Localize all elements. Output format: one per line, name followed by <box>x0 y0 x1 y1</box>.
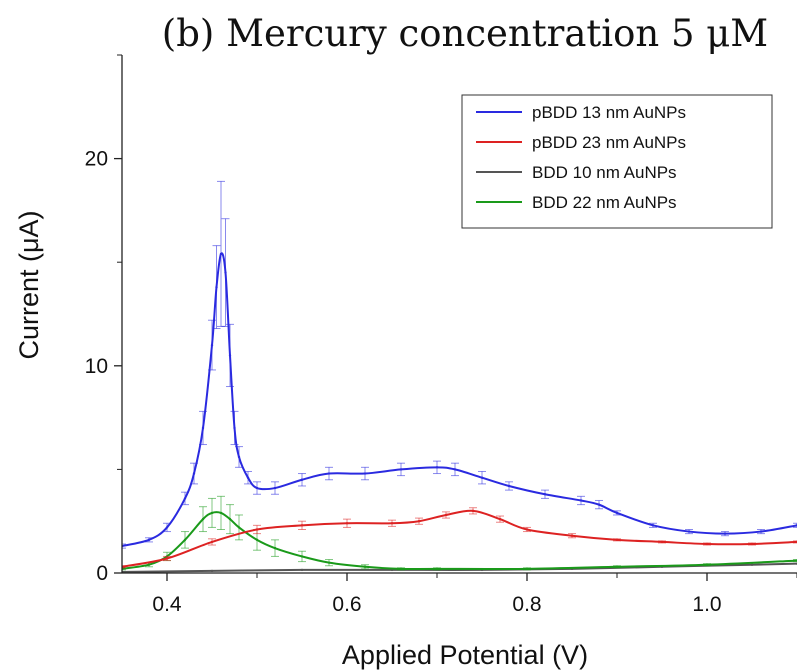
data-point <box>300 478 304 481</box>
legend-label: pBDD 13 nm AuNPs <box>532 103 686 122</box>
data-point <box>399 468 403 471</box>
data-point <box>237 455 241 459</box>
data-point <box>597 503 601 506</box>
series-line <box>122 509 797 568</box>
data-point <box>147 538 151 542</box>
data-point <box>183 538 187 542</box>
data-point <box>651 524 655 527</box>
legend: pBDD 13 nm AuNPs pBDD 23 nm AuNPs BDD 10 n… <box>461 94 773 229</box>
data-point <box>219 252 223 256</box>
data-point <box>363 472 367 475</box>
data-point <box>327 561 331 564</box>
data-point <box>345 522 349 525</box>
series-layer <box>122 180 797 574</box>
data-point <box>705 563 709 566</box>
data-point <box>255 538 259 542</box>
data-point <box>543 493 547 496</box>
data-point <box>246 476 250 479</box>
legend-label: BDD 22 nm AuNPs <box>532 193 677 212</box>
legend-item-bdd-22-nm-aunps: BDD 22 nm AuNPs <box>476 193 677 212</box>
y-axis-label: Current (μA) <box>14 210 44 359</box>
data-point <box>750 542 754 546</box>
data-point <box>165 557 169 560</box>
data-point <box>453 468 457 471</box>
data-point <box>327 472 331 475</box>
x-tick-label: 0.8 <box>512 593 541 616</box>
x-tick-label: 1.0 <box>692 593 721 616</box>
data-point <box>219 511 223 515</box>
data-point <box>390 522 394 525</box>
data-point <box>147 563 151 566</box>
data-point <box>363 565 367 568</box>
series-pbdd-13-nm-aunps <box>122 180 797 549</box>
data-point <box>183 497 187 500</box>
data-point <box>480 476 484 479</box>
data-point <box>201 426 205 430</box>
data-point <box>273 546 277 550</box>
x-tick-label: 0.6 <box>332 593 361 616</box>
data-point <box>210 511 214 515</box>
y-tick-label: 0 <box>96 562 108 585</box>
data-point <box>210 343 214 347</box>
data-point <box>237 526 241 529</box>
data-point <box>615 538 619 542</box>
data-point <box>615 511 619 515</box>
x-tick-label: 0.4 <box>152 593 182 616</box>
data-point <box>525 528 529 531</box>
data-point <box>417 520 421 523</box>
ticks-layer: 0.4 0.6 0.8 1.0 0 10 20 <box>85 54 797 616</box>
data-point <box>435 466 439 469</box>
legend-box <box>461 94 773 229</box>
data-point <box>215 285 218 289</box>
chart-title: (b) Mercury concentration 5 μM <box>162 12 768 55</box>
data-point <box>210 569 214 573</box>
data-point <box>525 567 529 571</box>
data-point <box>435 567 439 571</box>
data-point <box>273 486 277 490</box>
data-point <box>471 509 475 513</box>
data-point <box>723 532 727 535</box>
legend-item-pbdd-13-nm-aunps: pBDD 13 nm AuNPs <box>476 103 686 122</box>
data-point <box>750 563 754 566</box>
data-point <box>165 526 169 529</box>
data-point <box>233 426 236 430</box>
data-point <box>507 484 511 488</box>
data-point <box>201 517 205 521</box>
data-point <box>300 524 304 527</box>
data-point <box>759 530 763 533</box>
data-point <box>300 568 304 572</box>
data-point <box>570 534 574 537</box>
data-point <box>192 472 196 475</box>
data-point <box>300 555 304 558</box>
legend-item-pbdd-23-nm-aunps: pBDD 23 nm AuNPs <box>476 133 686 152</box>
data-point <box>444 513 448 517</box>
data-point <box>687 530 691 533</box>
data-point <box>579 499 583 502</box>
legend-label: BDD 10 nm AuNPs <box>532 163 677 182</box>
data-point <box>660 540 664 544</box>
series-pbdd-23-nm-aunps <box>122 507 797 569</box>
data-point <box>255 486 259 490</box>
legend-label: pBDD 23 nm AuNPs <box>532 133 686 152</box>
legend-item-bdd-10-nm-aunps: BDD 10 nm AuNPs <box>476 163 677 182</box>
data-point <box>224 271 227 274</box>
data-point <box>210 540 214 544</box>
y-tick-label: 20 <box>85 148 108 171</box>
data-point <box>615 565 619 568</box>
data-point <box>228 354 232 357</box>
data-point <box>399 567 403 571</box>
data-point <box>498 517 502 521</box>
data-point <box>705 542 709 546</box>
x-axis-label: Applied Potential (V) <box>342 640 588 670</box>
data-point <box>228 517 232 521</box>
y-tick-label: 10 <box>85 355 108 378</box>
data-point <box>255 528 259 531</box>
series-line <box>122 252 797 548</box>
